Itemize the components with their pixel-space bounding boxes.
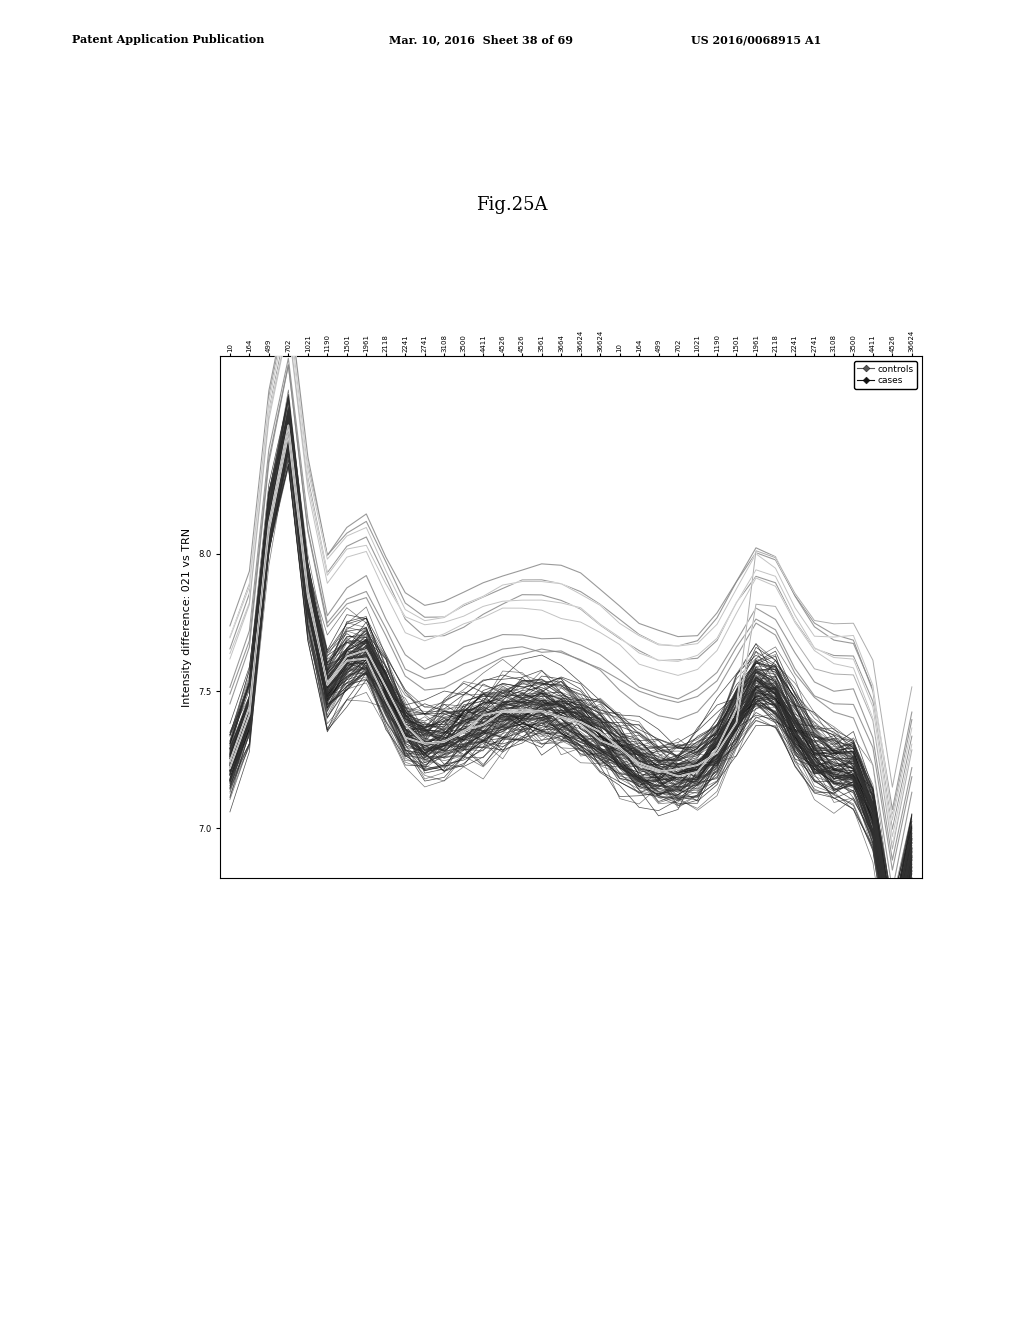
Legend: controls, cases: controls, cases <box>854 360 918 389</box>
Text: Mar. 10, 2016  Sheet 38 of 69: Mar. 10, 2016 Sheet 38 of 69 <box>389 34 573 45</box>
Text: Fig.25A: Fig.25A <box>476 195 548 214</box>
Text: US 2016/0068915 A1: US 2016/0068915 A1 <box>691 34 821 45</box>
Text: Patent Application Publication: Patent Application Publication <box>72 34 264 45</box>
Y-axis label: Intensity difference: 021 vs TRN: Intensity difference: 021 vs TRN <box>182 528 193 706</box>
